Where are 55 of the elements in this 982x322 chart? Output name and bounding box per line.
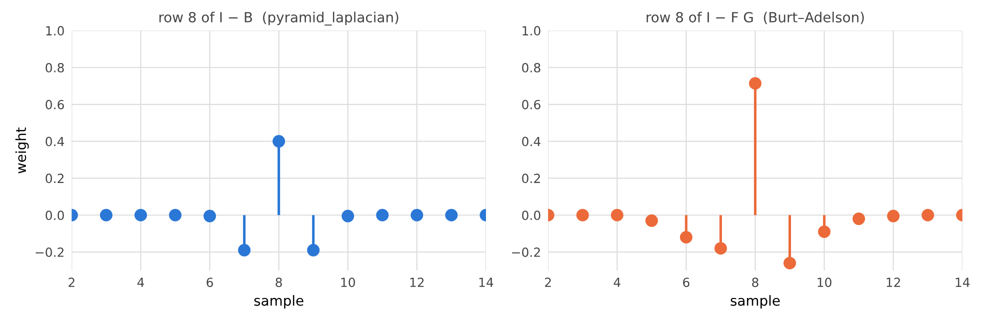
- y-tick-label: 0.0: [522, 210, 540, 220]
- point: [714, 242, 727, 255]
- point: [307, 244, 320, 256]
- point: [134, 208, 147, 222]
- point: [852, 212, 866, 226]
- y-tick-label: 0.8: [46, 62, 64, 72]
- point: [748, 77, 762, 90]
- point: [784, 256, 796, 270]
- point: [272, 135, 286, 148]
- y-tick-label: 0.4: [46, 136, 64, 146]
- point: [645, 214, 658, 227]
- point: [238, 244, 251, 256]
- y-tick-label: 0.6: [522, 100, 540, 110]
- point: [922, 208, 934, 222]
- y-tick-label: 0.8: [522, 62, 540, 72]
- point: [887, 210, 900, 222]
- y-tick-label: 0.2: [46, 174, 64, 184]
- point: [204, 210, 216, 222]
- x-tick-label: 10: [818, 278, 832, 288]
- point: [576, 208, 589, 222]
- y-tick-label: 0.4: [522, 136, 540, 146]
- x-tick-label: 2: [545, 278, 551, 287]
- x-tick-label: 6: [206, 278, 213, 288]
- point: [410, 208, 424, 222]
- y-tick-label: −0.2: [36, 248, 64, 257]
- point: [342, 210, 354, 222]
- x-axis-title: sample: [730, 295, 780, 309]
- point: [680, 231, 692, 244]
- point: [376, 208, 389, 222]
- x-tick-label: 10: [341, 278, 355, 288]
- y-tick-label: 1.0: [46, 26, 64, 36]
- x-tick-label: 8: [752, 278, 758, 288]
- y-tick-label: 1.0: [522, 26, 540, 36]
- x-tick-label: 4: [614, 278, 620, 287]
- chart-title: row 8 of I − B (pyramid_laplacian): [159, 12, 398, 26]
- x-tick-label: 2: [68, 278, 74, 287]
- y-tick-label: 0.0: [46, 210, 64, 220]
- chart-title: row 8 of I − F G (Burt–Adelson): [646, 12, 864, 24]
- point: [818, 225, 831, 238]
- point: [169, 208, 182, 222]
- y-tick-label: 0.6: [46, 100, 64, 110]
- x-tick-label: 14: [479, 278, 494, 287]
- y-axis-title: weight: [15, 127, 29, 174]
- x-tick-label: 8: [276, 278, 282, 288]
- point: [100, 208, 112, 222]
- x-tick-label: 14: [956, 278, 970, 287]
- x-tick-label: 4: [137, 278, 144, 287]
- x-tick-label: 12: [410, 278, 424, 287]
- point: [610, 208, 624, 222]
- y-tick-label: −0.2: [512, 248, 540, 257]
- x-axis-title: sample: [254, 295, 304, 309]
- x-tick-label: 12: [886, 278, 900, 287]
- point: [445, 208, 458, 222]
- x-tick-label: 6: [683, 278, 690, 288]
- y-tick-label: 0.2: [522, 174, 540, 184]
